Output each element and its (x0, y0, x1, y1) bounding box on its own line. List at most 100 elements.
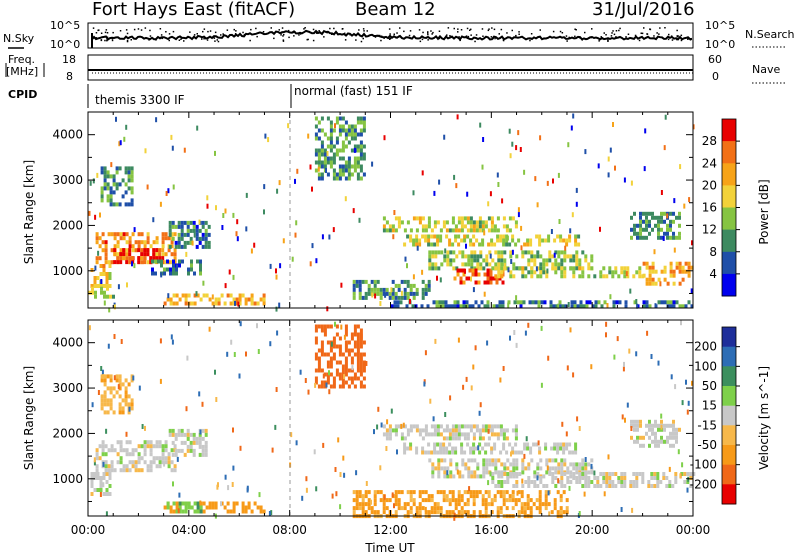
heatmap-cell (379, 287, 383, 292)
nsearch-point (427, 31, 429, 33)
heatmap-cell (158, 256, 162, 261)
heatmap-cell (657, 277, 661, 282)
heatmap-cell (553, 446, 557, 451)
heatmap-cell (565, 442, 569, 447)
heatmap-cell (590, 364, 593, 370)
heatmap-cell (663, 269, 667, 274)
heatmap-cell (476, 462, 480, 467)
heatmap-cell (344, 360, 348, 365)
heatmap-cell (599, 484, 603, 488)
heatmap-cell (189, 444, 193, 449)
heatmap-cell (155, 117, 158, 123)
heatmap-cell (560, 270, 564, 275)
heatmap-cell (140, 240, 144, 245)
heatmap-cell (317, 368, 321, 373)
heatmap-cell (169, 509, 173, 514)
heatmap-cell (464, 462, 468, 467)
heatmap-cell (185, 251, 188, 257)
heatmap-cell (164, 448, 168, 453)
heatmap-cell (238, 293, 242, 298)
heatmap-cell (547, 490, 550, 496)
heatmap-cell (614, 484, 618, 488)
heatmap-cell (620, 472, 624, 476)
heatmap-cell (467, 466, 471, 471)
heatmap-cell (436, 242, 440, 247)
heatmap-cell (143, 448, 147, 453)
heatmap-cell (478, 224, 482, 229)
nsearch-point (398, 35, 400, 37)
heatmap-cell (332, 352, 336, 357)
nsearch-point (574, 35, 576, 38)
heatmap-cell (494, 274, 498, 279)
heatmap-cell (359, 148, 363, 153)
heatmap-cell (472, 494, 476, 499)
heatmap-cell (484, 220, 488, 225)
heatmap-cell (169, 505, 173, 510)
heatmap-cell (105, 272, 109, 276)
heatmap-cell (241, 505, 245, 510)
heatmap-cell (484, 502, 488, 507)
heatmap-cell (553, 238, 557, 243)
heatmap-cell (439, 277, 442, 283)
heatmap-cell (403, 506, 407, 511)
heatmap-cell (533, 270, 537, 275)
heatmap-cell (472, 450, 476, 455)
heatmap-cell (359, 352, 363, 357)
heatmap-cell (573, 304, 577, 309)
heatmap-cell (332, 144, 336, 149)
heatmap-cell (563, 462, 567, 467)
heatmap-cell (275, 274, 278, 280)
heatmap-cell (442, 450, 446, 455)
heatmap-cell (651, 277, 655, 282)
heatmap-cell (544, 238, 548, 243)
heatmap-cell (436, 490, 440, 495)
heatmap-cell (646, 330, 649, 336)
heatmap-cell (196, 293, 200, 298)
heatmap-cell (433, 506, 437, 511)
heatmap-cell (499, 490, 503, 495)
heatmap-cell (208, 501, 212, 506)
heatmap-cell (341, 380, 345, 385)
heatmap-cell (131, 464, 135, 469)
nsearch-point (235, 30, 237, 32)
heatmap-cell (451, 490, 455, 495)
heatmap-cell (607, 156, 610, 162)
heatmap-cell (520, 494, 524, 499)
heatmap-cell (322, 442, 325, 448)
heatmap-cell (177, 244, 181, 249)
heatmap-cell (364, 510, 368, 515)
heatmap-cell (329, 156, 333, 161)
heatmap-cell (533, 474, 537, 479)
heatmap-cell (446, 262, 450, 267)
heatmap-cell (554, 258, 558, 263)
heatmap-cell (691, 240, 693, 246)
heatmap-cell (367, 502, 371, 507)
heatmap-cell (497, 484, 501, 488)
heatmap-cell (124, 190, 128, 195)
heatmap-cell (127, 394, 131, 399)
heatmap-cell (161, 232, 165, 237)
heatmap-cell (159, 338, 162, 344)
heatmap-cell (503, 466, 507, 471)
heatmap-cell (560, 480, 564, 484)
heatmap-cell (527, 322, 530, 328)
x-tick-label: 20:00 (575, 523, 610, 537)
heatmap-cell (373, 498, 377, 503)
heatmap-cell (97, 250, 100, 256)
heatmap-cell (608, 270, 612, 275)
heatmap-cell (367, 490, 371, 495)
heatmap-cell (359, 176, 363, 181)
nsearch-point (155, 39, 157, 41)
heatmap-cell (359, 140, 363, 145)
heatmap-cell (102, 284, 106, 288)
heatmap-cell (539, 266, 543, 271)
heatmap-cell (551, 262, 555, 267)
velocity-axes: 00:00 04:00 08:00 12:00 16:00 20:00 00:0010002… (52, 320, 710, 537)
heatmap-cell (505, 234, 509, 239)
heatmap-cell (388, 436, 392, 441)
heatmap-cell (329, 160, 333, 165)
heatmap-cell (566, 466, 570, 471)
heatmap-cell (563, 266, 567, 271)
heatmap-cell (654, 215, 657, 220)
heatmap-cell (192, 452, 196, 457)
